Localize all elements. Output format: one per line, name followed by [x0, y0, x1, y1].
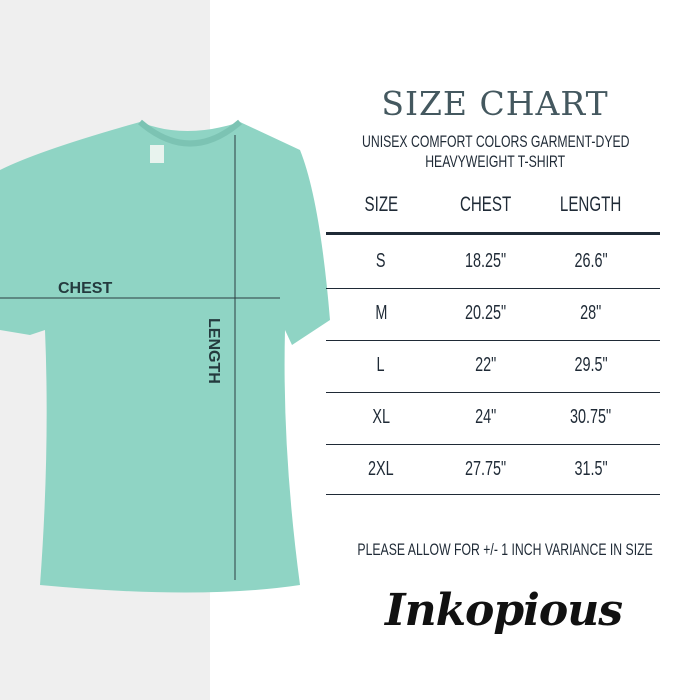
table-cell: 26.6": [531, 250, 651, 273]
variance-note: PLEASE ALLOW FOR +/- 1 INCH VARIANCE IN …: [357, 540, 653, 559]
table-cell: 20.25": [426, 302, 546, 325]
row-divider: [326, 392, 660, 393]
brand-logo: Inkopious: [385, 585, 623, 636]
chest-cell: 27.75": [465, 458, 507, 480]
table-cell: XL: [321, 406, 441, 429]
size-cell: L: [376, 354, 386, 376]
table-cell: L: [321, 354, 441, 377]
chest-label: CHEST: [58, 280, 113, 297]
subtitle-line-2: HEAVYWEIGHT T-SHIRT: [425, 152, 565, 171]
chest-cell: 20.25": [465, 302, 507, 324]
table-cell: 30.75": [531, 406, 651, 429]
size-cell: XL: [372, 406, 390, 428]
subtitle-line-1: UNISEX COMFORT COLORS GARMENT-DYED: [362, 132, 630, 151]
table-cell: 18.25": [426, 250, 546, 273]
row-divider: [326, 494, 660, 495]
table-cell: 22": [426, 354, 546, 377]
table-cell: M: [321, 302, 441, 325]
header-length: LENGTH: [560, 193, 622, 216]
chest-cell: 22": [475, 354, 497, 376]
size-cell: M: [374, 302, 387, 324]
table-cell: 24": [426, 406, 546, 429]
page-title: SIZE CHART: [381, 84, 609, 123]
table-cell: 28": [531, 302, 651, 325]
table-cell: 29.5": [531, 354, 651, 377]
header-divider: [326, 232, 660, 235]
row-divider: [326, 444, 660, 445]
table-cell: 27.75": [426, 458, 546, 481]
length-cell: 28": [580, 302, 602, 324]
header-chest: CHEST: [460, 193, 512, 216]
chest-cell: 24": [475, 406, 497, 428]
row-divider: [326, 340, 660, 341]
length-cell: 29.5": [574, 354, 608, 376]
row-divider: [326, 288, 660, 289]
chest-cell: 18.25": [465, 250, 507, 272]
length-cell: 26.6": [574, 250, 608, 272]
tshirt-image: [0, 119, 330, 593]
table-cell: 2XL: [321, 458, 441, 481]
table-cell: 31.5": [531, 458, 651, 481]
length-label: LENGTH: [205, 318, 222, 384]
length-cell: 31.5": [574, 458, 608, 480]
size-cell: S: [376, 250, 386, 272]
header-size: SIZE: [364, 193, 398, 216]
size-cell: 2XL: [368, 458, 394, 480]
length-cell: 30.75": [570, 406, 612, 428]
table-cell: S: [321, 250, 441, 273]
